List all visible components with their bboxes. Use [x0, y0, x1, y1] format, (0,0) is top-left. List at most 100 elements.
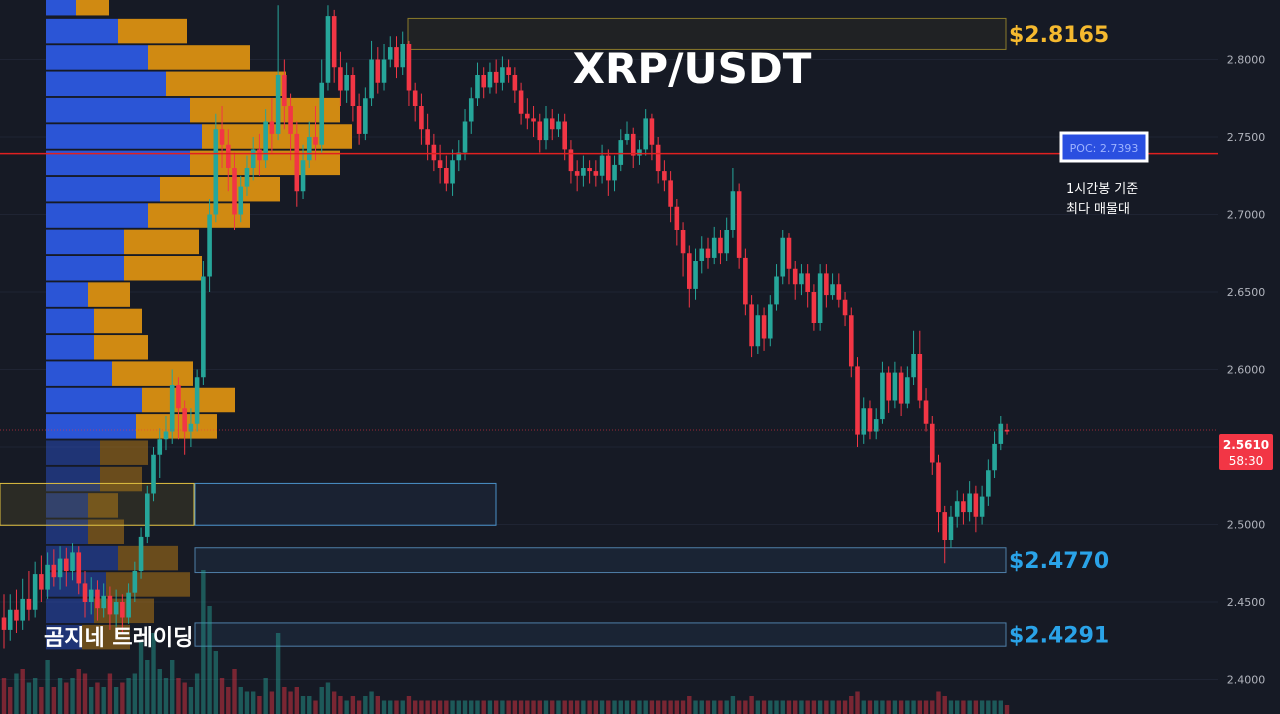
candle-body: [929, 423, 935, 463]
volume-bar: [462, 700, 468, 714]
candle-body: [163, 431, 169, 440]
candle-body: [886, 372, 891, 401]
candle: [57, 546, 63, 590]
candle: [238, 175, 244, 223]
volume-bar: [300, 696, 306, 714]
candle: [88, 577, 94, 615]
volume-bar: [799, 700, 804, 714]
volume-bar: [406, 696, 412, 714]
candle: [693, 248, 698, 300]
profile-row: [46, 519, 124, 544]
candle-body: [543, 118, 549, 141]
candle: [967, 481, 972, 522]
volume-bar: [655, 700, 661, 714]
candle: [369, 40, 374, 106]
volume-bar: [817, 700, 823, 714]
candle: [14, 589, 19, 633]
candle: [973, 485, 979, 533]
candle: [780, 230, 786, 285]
volume-bar: [14, 673, 19, 714]
profile-row: [46, 71, 286, 97]
volume-bar: [8, 687, 13, 714]
candle: [425, 113, 430, 161]
volume-bar: [101, 687, 106, 714]
candle-body: [562, 121, 567, 150]
candle-body: [923, 400, 929, 424]
volume-bar: [213, 651, 219, 714]
candle-body: [7, 609, 13, 630]
profile-buy-bar: [46, 361, 112, 386]
profile-buy-bar: [46, 466, 100, 492]
axis-tick-label: 2.6500: [1227, 286, 1266, 299]
profile-row: [46, 572, 190, 597]
volume-bar: [76, 669, 81, 714]
candle: [244, 155, 250, 196]
candle-body: [138, 536, 144, 571]
volume-bar: [786, 700, 792, 714]
candle-body: [176, 385, 181, 409]
axis-tick-label: 2.5000: [1227, 519, 1266, 532]
candle-body: [288, 106, 293, 134]
volume-bar: [842, 700, 848, 714]
profile-row: [46, 282, 130, 307]
candle: [861, 397, 867, 444]
candle: [113, 589, 119, 627]
volume-bar: [425, 700, 430, 714]
candle: [599, 144, 605, 184]
volume-bar: [587, 700, 592, 714]
candle-body: [338, 67, 343, 91]
candle-body: [911, 354, 916, 378]
candle: [911, 330, 916, 385]
volume-bar: [356, 700, 362, 714]
candle-body: [606, 155, 611, 181]
volume-bars: [1, 570, 1010, 714]
volume-bar: [892, 700, 898, 714]
candle: [257, 133, 262, 176]
candle: [444, 155, 449, 192]
candle: [512, 67, 518, 103]
volume-bar: [26, 682, 32, 714]
candle: [817, 264, 823, 331]
candle: [543, 106, 549, 150]
candle-body: [836, 284, 842, 300]
poc-note-line2: 최다 매물대: [1066, 202, 1130, 217]
candle: [574, 160, 580, 192]
candle-body: [57, 558, 63, 578]
volume-bar: [288, 691, 293, 714]
volume-bar: [830, 700, 835, 714]
candle-body: [998, 423, 1004, 444]
candle-body: [344, 75, 349, 91]
candle-body: [95, 589, 100, 609]
candle: [462, 109, 468, 161]
volume-bar: [481, 700, 486, 714]
profile-sell-bar: [94, 308, 142, 334]
candle-body: [363, 98, 368, 134]
volume-bar: [82, 673, 88, 714]
candle: [101, 583, 106, 618]
candle: [176, 377, 181, 440]
candle: [892, 361, 898, 409]
candle-body: [39, 574, 44, 590]
volume-bar: [132, 673, 138, 714]
volume-bar: [768, 700, 773, 714]
volume-bar: [400, 700, 405, 714]
candle-body: [356, 106, 362, 134]
volume-bar: [998, 700, 1003, 714]
candle-body: [767, 304, 773, 339]
candle: [805, 264, 810, 308]
volume-bar: [712, 700, 717, 714]
profile-row: [46, 361, 193, 386]
volume-bar: [525, 700, 530, 714]
candle: [525, 98, 530, 130]
candle: [232, 152, 237, 230]
candle-body: [257, 149, 262, 161]
volume-bar: [369, 691, 374, 714]
candle-body: [487, 71, 493, 88]
volume-bar: [120, 682, 125, 714]
profile-buy-bar: [46, 519, 88, 544]
volume-bar: [456, 700, 461, 714]
candle-body: [282, 75, 287, 106]
price-axis[interactable]: 2.85002.80002.75002.70002.65002.60002.55…: [1218, 0, 1280, 714]
candle-body: [88, 589, 94, 602]
